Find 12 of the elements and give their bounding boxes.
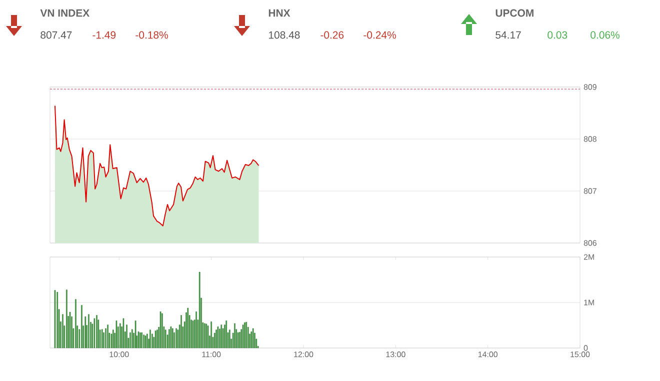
data-label: 0.06% xyxy=(590,31,620,39)
data-label: -0.18% xyxy=(136,31,168,39)
data-label: 54.17 xyxy=(496,31,521,39)
data-label: -0.24% xyxy=(364,31,396,39)
data-label: -0.26 xyxy=(320,31,344,39)
category-label: VN INDEX xyxy=(40,9,90,17)
category-label: UPCOM xyxy=(496,9,534,17)
data-label: 0.03 xyxy=(548,31,568,39)
data-label: -1.49 xyxy=(92,31,116,39)
data-label: 807.47 xyxy=(40,31,72,39)
category-label: HNX xyxy=(268,9,290,17)
data-label: 108.48 xyxy=(269,31,300,39)
